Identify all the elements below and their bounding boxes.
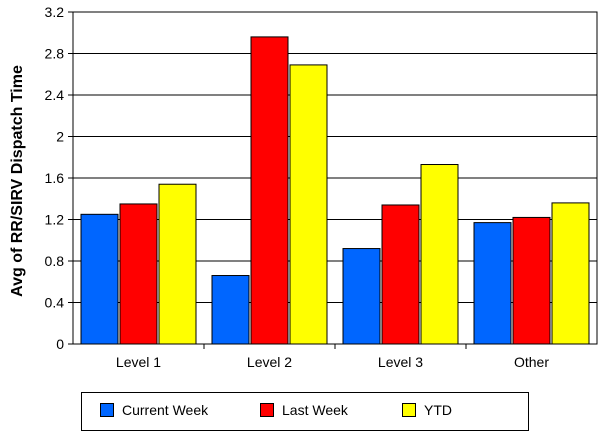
legend-label-last-week: Last Week (282, 402, 348, 418)
axes (68, 11, 598, 349)
y-tick-label: 2.8 (45, 46, 65, 62)
bar-current-week-level-3 (342, 248, 381, 345)
y-tick-label: 0 (56, 336, 64, 352)
y-tick-label: 1.6 (45, 170, 65, 186)
x-tick-label: Other (514, 354, 549, 370)
x-tick-labels: Level 1 Level 2 Level 3 Other (116, 354, 549, 370)
legend-label-current-week: Current Week (122, 402, 209, 418)
bar-last-week-level-3 (381, 204, 420, 345)
bars (80, 36, 590, 345)
x-tick-label: Level 2 (247, 354, 292, 370)
y-tick-label: 1.2 (45, 212, 65, 228)
bar-current-week-level-1 (80, 213, 119, 345)
legend-swatch-ytd (402, 403, 416, 417)
legend-item-last-week: Last Week (260, 402, 348, 418)
bar-last-week-level-1 (119, 203, 158, 345)
y-tick-label: 2.4 (45, 87, 65, 103)
bar-ytd-level-3 (420, 164, 459, 345)
legend-item-ytd: YTD (402, 402, 452, 418)
y-tick-labels: 0 0.4 0.8 1.2 1.6 2 2.4 2.8 3.2 (45, 4, 65, 352)
y-tick-label: 3.2 (45, 4, 65, 20)
y-tick-label: 2 (56, 129, 64, 145)
bar-last-week-other (512, 216, 551, 345)
legend-swatch-current-week (100, 403, 114, 417)
legend-item-current-week: Current Week (100, 402, 208, 418)
bar-ytd-level-2 (289, 64, 328, 345)
y-tick-label: 0.4 (45, 295, 65, 311)
legend-label-ytd: YTD (424, 402, 452, 418)
y-axis-label: Avg of RR/SIRV Dispatch Time (9, 65, 26, 297)
bar-current-week-level-2 (211, 275, 250, 345)
x-tick-label: Level 3 (378, 354, 423, 370)
bar-ytd-level-1 (158, 183, 197, 345)
y-tick-label: 0.8 (45, 253, 65, 269)
bar-ytd-other (551, 202, 590, 345)
legend: Current Week Last Week YTD (81, 392, 529, 431)
bar-last-week-level-2 (250, 36, 289, 345)
x-tick-label: Level 1 (116, 354, 161, 370)
bar-current-week-other (473, 222, 512, 345)
legend-swatch-last-week (260, 403, 274, 417)
